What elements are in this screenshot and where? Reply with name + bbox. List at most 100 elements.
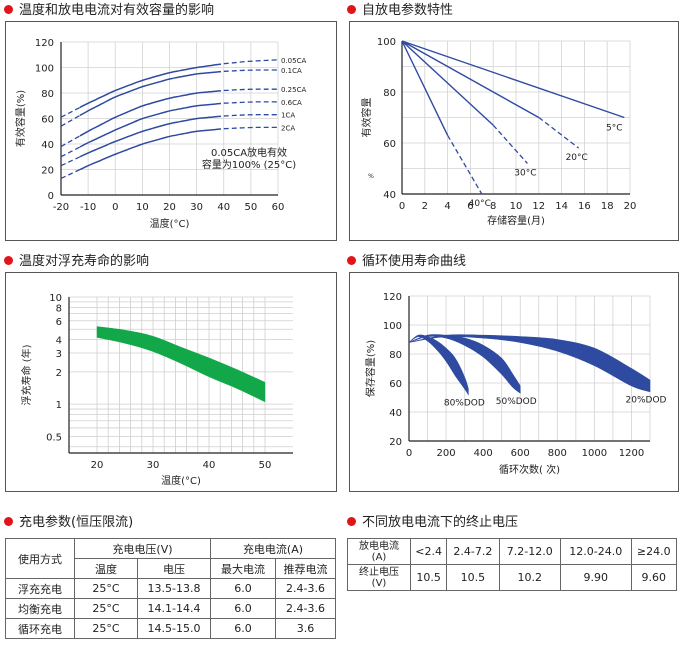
y-tick-label: 60 — [41, 115, 54, 126]
series-line-dashed — [492, 124, 528, 164]
y-tick-label: 20 — [389, 437, 402, 448]
y-axis-label: 有效容量(%) — [14, 90, 27, 147]
series-label: 20%DOD — [626, 396, 667, 406]
series-label: 0.6CA — [281, 99, 302, 107]
bullet-icon — [347, 517, 356, 526]
cell-current: 7.2-12.0 — [498, 538, 561, 565]
cell-voltage: 10.5 — [446, 564, 500, 591]
series-label: 40°C — [469, 199, 491, 209]
x-tick-label: 16 — [578, 201, 591, 212]
series-line-dashed — [223, 69, 278, 72]
cell-current: 12.0-24.0 — [559, 538, 632, 565]
header-recommended-current: 推荐电流 — [275, 558, 336, 579]
table-row: 循环充电 25°C 14.5-15.0 6.0 3.6 — [5, 618, 336, 639]
x-tick-label: 10 — [136, 202, 149, 213]
bullet-icon — [4, 517, 13, 526]
series-label: 5°C — [606, 124, 623, 134]
x-tick-label: 10 — [510, 201, 523, 212]
x-tick-label: 40 — [203, 460, 216, 471]
series-line-dashed — [223, 88, 278, 92]
series-line — [401, 40, 625, 119]
x-tick-label: 14 — [555, 201, 568, 212]
current-row: 放电电流 (A) <2.4 2.4-7.2 7.2-12.0 12.0-24.0 … — [347, 538, 678, 565]
y-tick-label: 60 — [389, 379, 402, 390]
x-tick-label: -10 — [80, 202, 96, 213]
x-tick-label: 0 — [406, 448, 412, 459]
y-tick-label: 120 — [35, 38, 54, 49]
annotation-line: 0.05CA放电有效 — [211, 146, 287, 159]
series-label: 0.05CA — [281, 57, 306, 65]
x-tick-label: 8 — [490, 201, 496, 212]
series-line — [401, 40, 540, 119]
header-discharge-current: 放电电流 (A) — [347, 538, 411, 565]
cell-rec-current: 2.4-3.6 — [275, 578, 336, 599]
y-tick-label: 40 — [383, 190, 396, 201]
y-tick-label: 120 — [383, 292, 402, 303]
header-max-current: 最大电流 — [210, 558, 276, 579]
section-title-cutoff-voltage: 不同放电电流下的终止电压 — [347, 515, 518, 531]
cell-max-current: 6.0 — [210, 618, 276, 639]
section-title-cycle-life: 循环使用寿命曲线 — [347, 254, 466, 270]
cell-current: <2.4 — [409, 538, 448, 565]
series-label: 1CA — [281, 112, 295, 120]
header-mode: 使用方式 — [5, 538, 75, 579]
float-life-band — [96, 326, 266, 403]
cycle-life-chart-svg: 0 200 400 600 800 1000 1200 20 40 60 80 100 120 80%DO… — [364, 292, 667, 476]
x-tick-label: 2 — [422, 201, 428, 212]
y-axis-label: 有效容量 — [360, 98, 373, 138]
series-line-dashed — [60, 146, 81, 158]
y-tick-label: 80 — [389, 350, 402, 361]
table-row: 均衡充电 25°C 14.1-14.4 6.0 2.4-3.6 — [5, 598, 336, 619]
voltage-row: 终止电压 (V) 10.5 10.5 10.2 9.90 9.60 — [347, 564, 678, 591]
capacity-temperature-chart: -20 -10 0 10 20 30 40 50 60 0 20 40 60 80 100 120 0.05CA… — [5, 21, 337, 241]
series-band — [408, 334, 469, 396]
x-tick-label: 800 — [548, 448, 567, 459]
series-label: 2CA — [281, 124, 295, 132]
x-tick-label: 50 — [245, 202, 258, 213]
x-axis-label: 温度(°C) — [150, 217, 190, 230]
series-label: 20°C — [566, 153, 588, 163]
self-discharge-chart: 0 2 4 6 8 10 12 14 16 18 20 40 60 80 100 40°C 30°C 20°C 5°… — [349, 21, 679, 241]
series-line-dashed — [447, 135, 483, 195]
cell-voltage: 10.5 — [409, 564, 448, 591]
bullet-icon — [347, 5, 356, 14]
float-life-chart: 20 30 40 50 0.5 1 2 3 4 6 8 10 温度(°C) 浮充寿命 (年) — [5, 272, 337, 492]
y-tick-label: 40 — [41, 140, 54, 151]
cell-voltage: 9.90 — [559, 564, 632, 591]
y-tick-label: 0.5 — [46, 432, 62, 443]
series-line-dashed — [60, 135, 81, 148]
capacity-chart-svg: -20 -10 0 10 20 30 40 50 60 0 20 40 60 80 100 120 0.05CA… — [14, 38, 306, 230]
x-tick-label: 400 — [474, 448, 493, 459]
series-label: 0.1CA — [281, 67, 302, 75]
y-tick-label: 80 — [383, 88, 396, 99]
cell-voltage: 9.60 — [630, 564, 678, 591]
x-tick-label: 4 — [444, 201, 450, 212]
x-tick-label: 12 — [532, 201, 545, 212]
cell-voltage: 14.5-15.0 — [137, 618, 211, 639]
section-title-capacity: 温度和放电电流对有效容量的影响 — [4, 3, 214, 19]
header-voltage: 电压 — [137, 558, 211, 579]
bullet-icon — [4, 256, 13, 265]
series-line-dashed — [223, 126, 278, 130]
x-tick-label: 18 — [601, 201, 614, 212]
series-label: 80%DOD — [444, 399, 485, 409]
header-charge-current: 充电电流(A) — [210, 538, 336, 559]
y-tick-label: 2 — [56, 368, 62, 379]
series-band — [408, 334, 651, 393]
x-tick-label: 20 — [624, 201, 637, 212]
y-tick-label: 60 — [383, 139, 396, 150]
x-tick-label: 0 — [399, 201, 405, 212]
y-tick-label: 1 — [56, 400, 62, 411]
series-line-dashed — [223, 114, 278, 117]
bullet-icon — [4, 5, 13, 14]
y-tick-label: 100 — [35, 64, 54, 75]
series-line — [401, 40, 494, 126]
y-unit-label: % — [368, 173, 374, 180]
cell-current: 2.4-7.2 — [446, 538, 500, 565]
cutoff-voltage-table: 放电电流 (A) <2.4 2.4-7.2 7.2-12.0 12.0-24.0 … — [347, 538, 678, 591]
y-tick-label: 20 — [41, 166, 54, 177]
x-tick-label: 0 — [112, 202, 118, 213]
x-tick-label: 1200 — [619, 448, 644, 459]
x-tick-label: 40 — [217, 202, 230, 213]
